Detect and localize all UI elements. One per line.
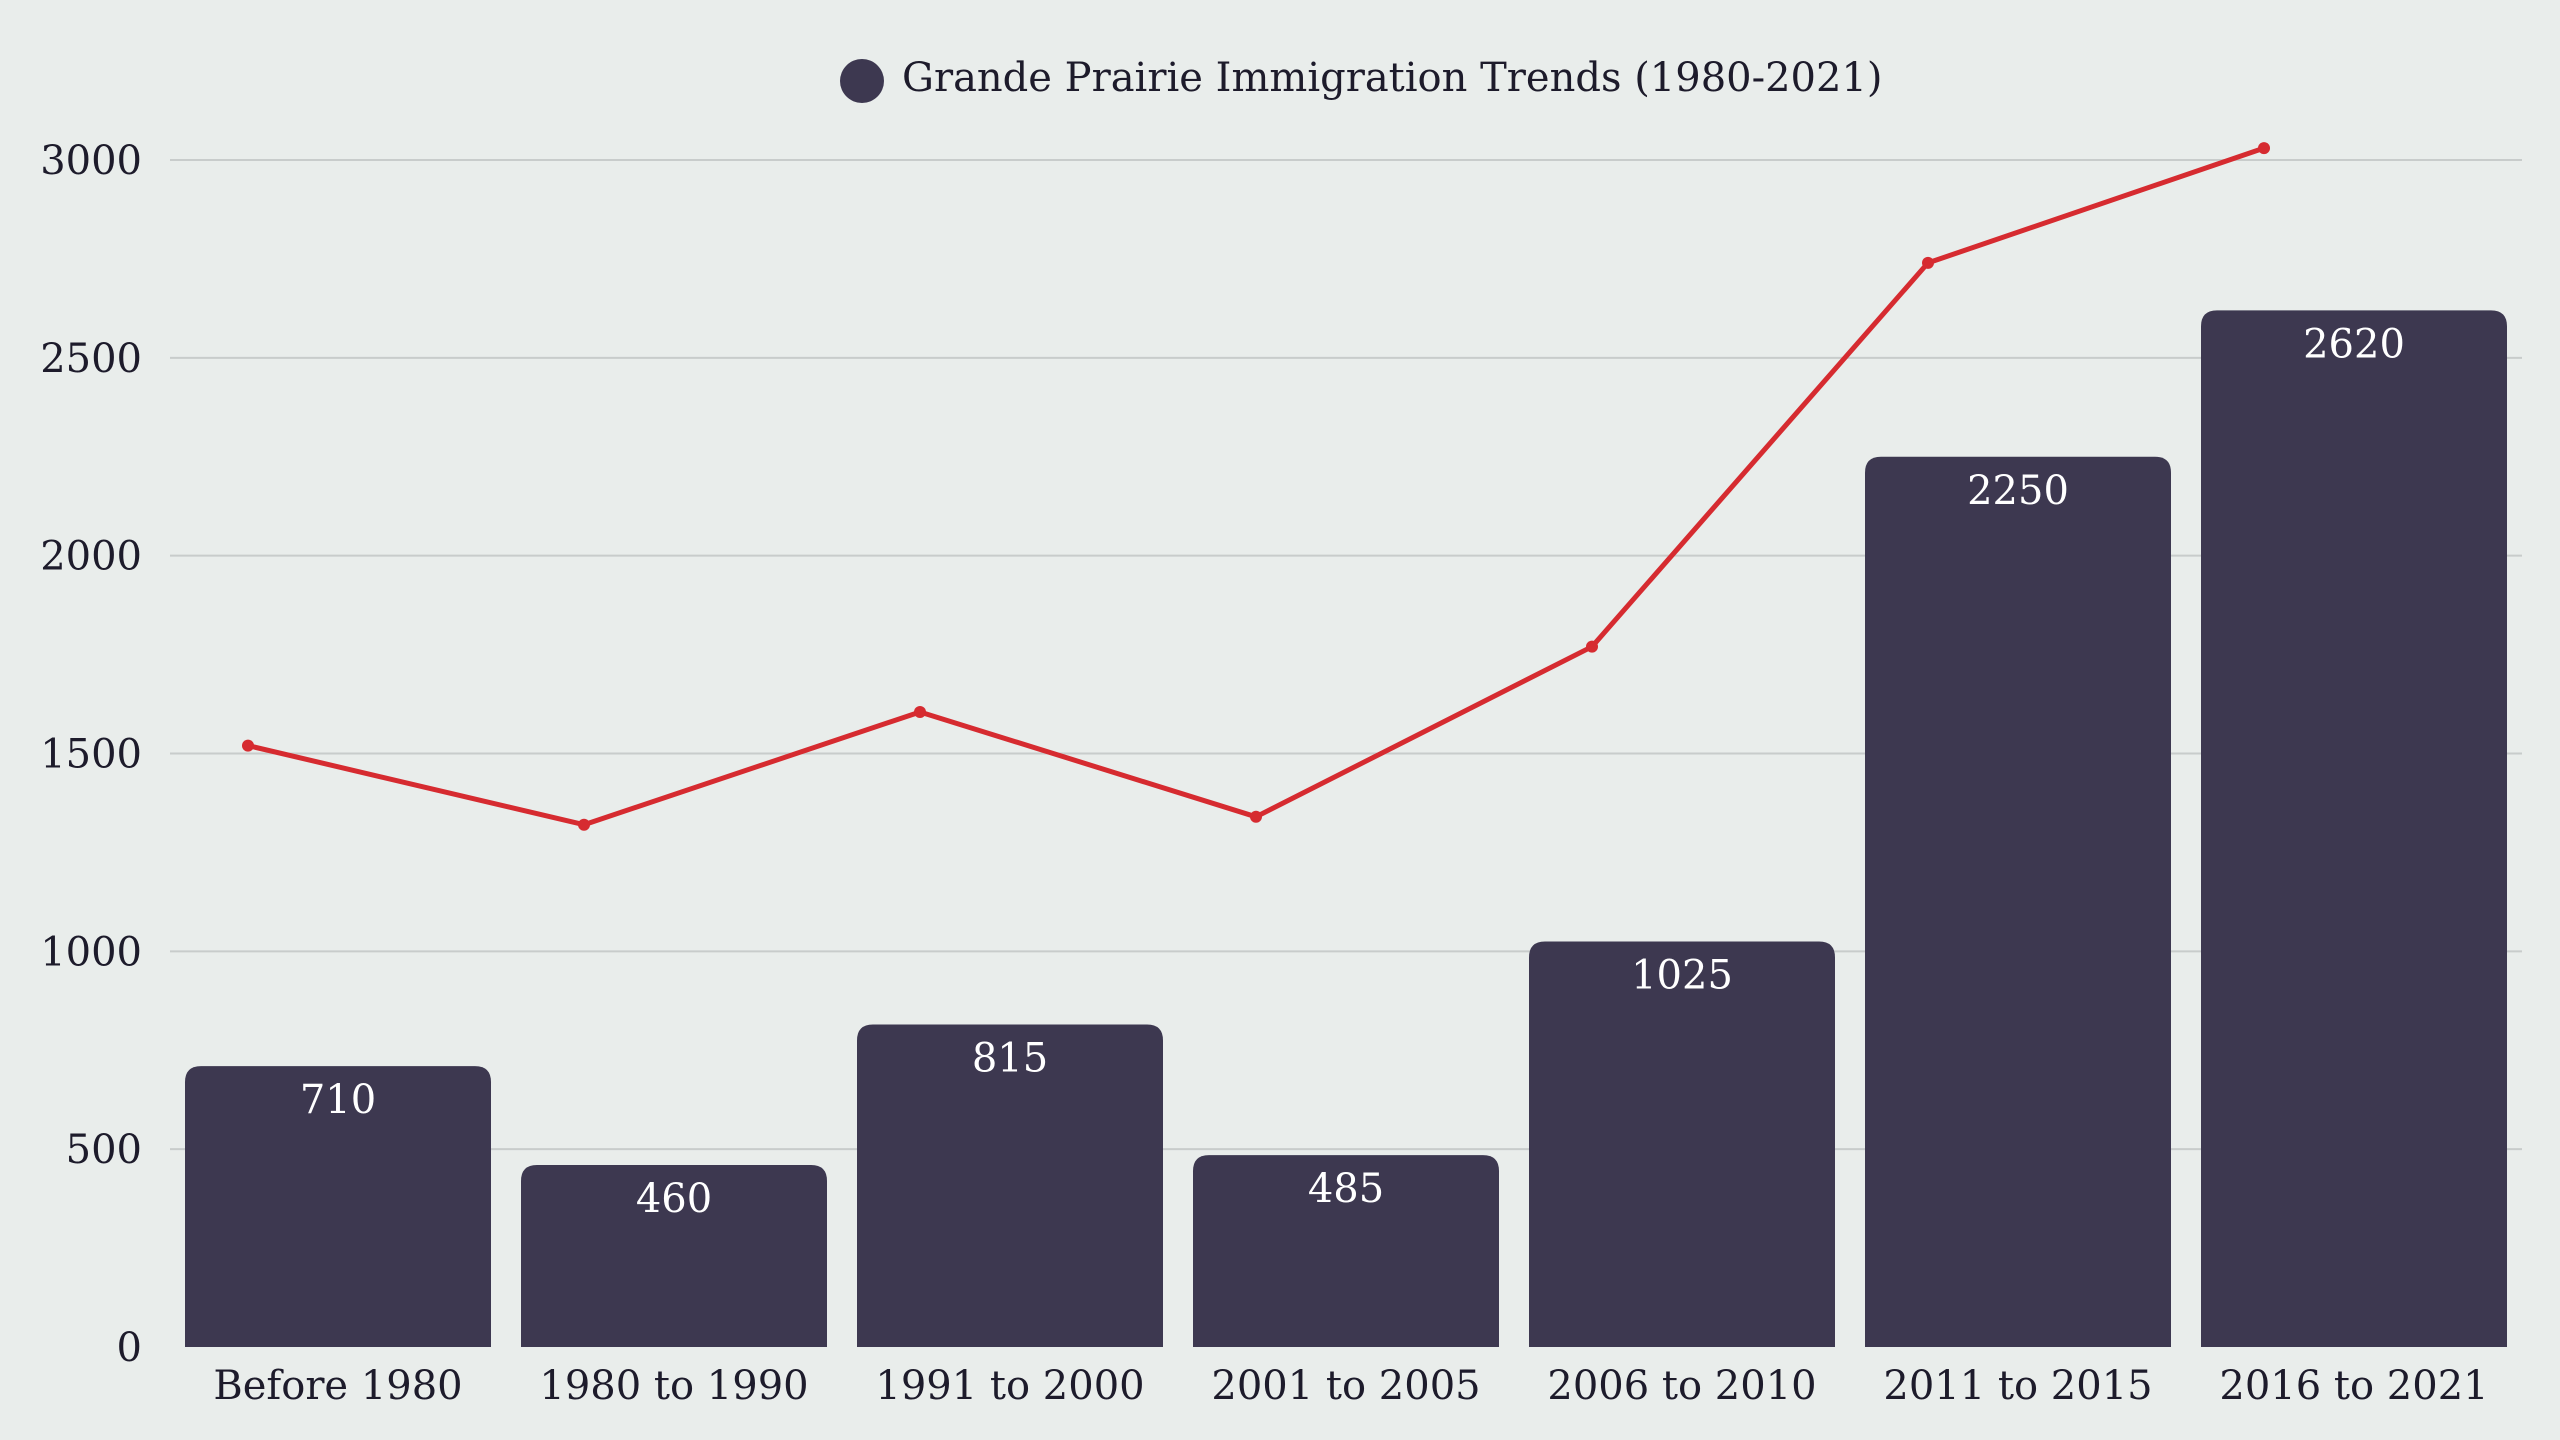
line-point	[914, 705, 926, 718]
y-tick-label: 1000	[40, 929, 142, 975]
x-tick-label: 2016 to 2021	[2219, 1363, 2488, 1409]
bar-value-label: 1025	[1631, 952, 1733, 998]
x-tick-label: 2001 to 2005	[1211, 1363, 1480, 1409]
bar-value-label: 815	[972, 1036, 1048, 1082]
bar-value-label: 485	[1308, 1166, 1384, 1212]
y-axis: 0 500 1000 1500 2000 2500 3000	[40, 138, 142, 1371]
bars	[185, 310, 2507, 1348]
line-point	[2258, 142, 2270, 155]
x-axis: Before 1980 1980 to 1990 1991 to 2000 2001 …	[213, 1363, 2488, 1409]
x-tick-label: Before 1980	[213, 1363, 462, 1409]
legend: Grande Prairie Immigration Trends (1980-…	[840, 55, 1883, 103]
bar-value-label: 710	[300, 1077, 376, 1123]
line-point	[1250, 810, 1262, 823]
y-tick-label: 500	[66, 1127, 142, 1173]
line-point	[242, 739, 254, 752]
bar	[521, 1164, 827, 1347]
trend-line-series	[242, 142, 2270, 831]
bar	[2201, 310, 2507, 1348]
x-tick-label: 1980 to 1990	[539, 1363, 808, 1409]
y-tick-label: 2500	[40, 336, 142, 382]
legend-label: Grande Prairie Immigration Trends (1980-…	[902, 55, 1883, 101]
x-tick-label: 1991 to 2000	[875, 1363, 1144, 1409]
bar-value-label: 460	[636, 1176, 712, 1222]
bar	[857, 1024, 1163, 1347]
bar-value-label: 2620	[2303, 321, 2405, 367]
bar	[1865, 456, 2171, 1347]
y-tick-label: 3000	[40, 138, 142, 184]
legend-marker	[840, 59, 884, 103]
bar	[185, 1066, 491, 1347]
x-tick-label: 2011 to 2015	[1883, 1363, 2152, 1409]
bar	[1529, 941, 1835, 1347]
y-tick-label: 1500	[40, 732, 142, 778]
y-tick-label: 0	[117, 1325, 142, 1371]
y-tick-label: 2000	[40, 534, 142, 580]
line-point	[1586, 640, 1598, 653]
bar-labels: 710 460 815 485 1025 2250 2620	[300, 321, 2405, 1222]
line-point	[578, 818, 590, 831]
bar	[1193, 1155, 1499, 1347]
bar-value-label: 2250	[1967, 468, 2069, 514]
line-point	[1922, 256, 1934, 269]
x-tick-label: 2006 to 2010	[1547, 1363, 1816, 1409]
